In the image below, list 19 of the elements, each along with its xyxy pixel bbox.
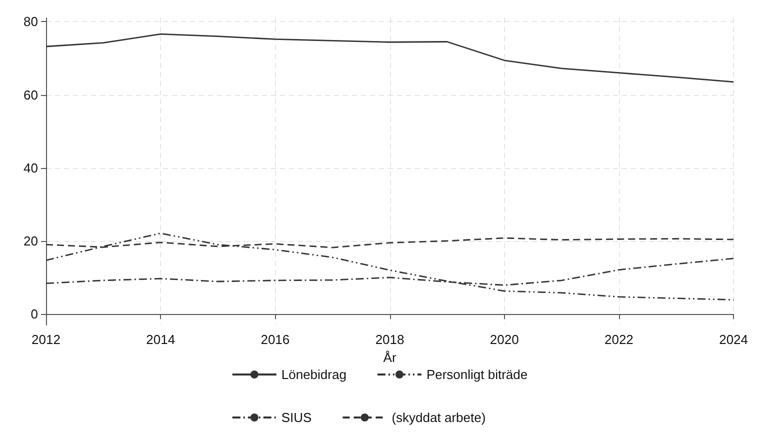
legend-label: Lönebidrag [281, 367, 346, 382]
x-tick-label: 2018 [375, 332, 404, 347]
x-tick-label: 2012 [32, 332, 60, 347]
legend-label: Personligt biträde [426, 367, 528, 382]
y-tick-label: 60 [24, 87, 38, 102]
x-tick-label: 2022 [604, 332, 634, 347]
legend-label: (skyddat arbete) [392, 410, 486, 425]
y-tick-label: 0 [30, 306, 38, 322]
x-tick-label: 2014 [146, 332, 176, 347]
x-tick-label: 2020 [490, 332, 519, 347]
x-tick-label: 2024 [719, 332, 748, 347]
x-tick-label: 2016 [260, 332, 290, 347]
y-tick-label: 80 [24, 14, 38, 30]
line-series [45, 33, 734, 83]
y-tick-label: 40 [24, 160, 38, 176]
legend-label: SIUS [281, 410, 312, 425]
x-axis-title: År [383, 350, 397, 365]
y-tick-label: 20 [24, 233, 38, 248]
line-series [45, 232, 734, 300]
